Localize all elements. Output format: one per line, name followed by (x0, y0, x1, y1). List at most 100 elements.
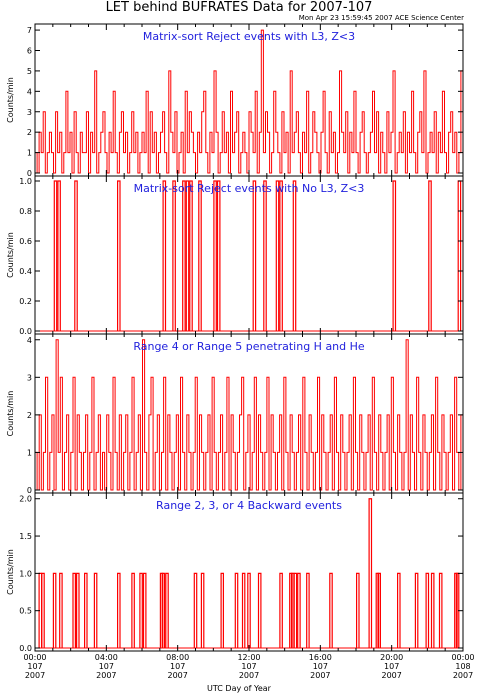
y-tick-label: 3 (27, 373, 32, 382)
y-tick-label: 1 (27, 448, 32, 457)
y-tick-label: 0.6 (19, 237, 32, 246)
x-tick-label: 107 (313, 662, 328, 671)
spike-mark (117, 180, 121, 331)
spike-mark (182, 180, 186, 331)
y-axis-label: Counts/min (6, 391, 15, 437)
spike-mark (185, 180, 190, 331)
spike-mark (131, 572, 135, 648)
spike-mark (356, 572, 360, 648)
spike-mark (397, 572, 401, 648)
spike-mark (252, 180, 257, 331)
spike-mark (213, 180, 217, 331)
y-tick-label: 0.5 (19, 607, 32, 616)
y-tick-label: 0.8 (19, 207, 32, 216)
x-tick-label: 2007 (381, 671, 401, 680)
spike-mark (198, 180, 202, 331)
y-tick-label: 0.4 (19, 267, 32, 276)
y-tick-label: 1.0 (19, 569, 32, 578)
spike-mark (263, 180, 267, 331)
spike-mark (292, 180, 297, 331)
spike-mark (93, 572, 98, 648)
x-tick-label: 00:00 (23, 653, 46, 662)
series-line (35, 29, 463, 174)
x-tick-label: 107 (27, 662, 42, 671)
spike-mark (193, 572, 198, 648)
x-tick-label: 00:00 (451, 653, 474, 662)
y-axis-label: Counts/min (6, 77, 15, 123)
x-tick-label: 107 (170, 662, 185, 671)
x-tick-label: 2007 (167, 671, 187, 680)
y-tick-label: 1.5 (19, 532, 32, 541)
x-tick-label: 107 (99, 662, 114, 671)
y-tick-label: 2.0 (19, 495, 32, 504)
spike-mark (84, 572, 88, 648)
spike-mark (220, 572, 224, 648)
x-tick-label: 108 (455, 662, 470, 671)
y-tick-label: 0.2 (19, 297, 32, 306)
panel-title: Matrix-sort Reject events with No L3, Z<… (134, 182, 365, 195)
x-tick-label: 107 (384, 662, 399, 671)
panel-title: Range 2, 3, or 4 Backward events (156, 499, 342, 512)
y-tick-label: 1.0 (19, 177, 32, 186)
spike-mark (257, 572, 262, 648)
y-tick-label: 2 (27, 411, 32, 420)
y-tick-label: 4 (27, 336, 32, 345)
page-title: LET behind BUFRATES Data for 2007-107 (105, 0, 373, 15)
x-tick-label: 20:00 (380, 653, 403, 662)
x-axis-label: UTC Day of Year (207, 684, 271, 693)
spike-mark (241, 572, 246, 648)
y-tick-label: 0.0 (19, 327, 32, 336)
spike-mark (200, 572, 205, 648)
spike-mark (438, 572, 443, 648)
y-tick-label: 1 (27, 149, 32, 158)
spike-mark (165, 572, 169, 648)
spike-mark (329, 572, 333, 648)
spike-mark (161, 572, 166, 648)
panel-frame (34, 175, 464, 335)
spike-mark (425, 572, 430, 648)
spike-mark (142, 572, 147, 648)
series-line (35, 339, 463, 491)
panel-title: Range 4 or Range 5 penetrating H and He (133, 340, 365, 353)
x-tick-label: 12:00 (237, 653, 260, 662)
spike-mark (297, 572, 301, 648)
spike-mark (162, 180, 167, 331)
y-tick-label: 4 (27, 87, 32, 96)
spike-mark (139, 572, 143, 648)
spike-mark (41, 572, 45, 648)
y-tick-label: 3 (27, 108, 32, 117)
x-tick-label: 2007 (310, 671, 330, 680)
spike-mark (247, 572, 251, 648)
x-tick-label: 107 (241, 662, 256, 671)
spike-mark (53, 180, 58, 331)
spike-mark (368, 498, 373, 648)
spike-mark (189, 180, 193, 331)
spike-mark (74, 180, 78, 331)
spike-mark (306, 572, 310, 648)
spike-mark (279, 180, 283, 331)
spike-mark (172, 180, 176, 331)
x-tick-label: 16:00 (309, 653, 332, 662)
spike-mark (52, 572, 57, 648)
y-axis-label: Counts/min (6, 549, 15, 595)
spike-mark (59, 572, 63, 648)
spike-mark (392, 180, 397, 331)
y-tick-label: 0.0 (19, 644, 32, 653)
spike-mark (293, 572, 298, 648)
y-tick-label: 0 (27, 169, 32, 178)
spike-mark (72, 572, 76, 648)
x-tick-label: 2007 (96, 671, 116, 680)
spike-mark (377, 572, 381, 648)
y-tick-label: 6 (27, 47, 32, 56)
y-tick-label: 5 (27, 67, 32, 76)
y-axis-label: Counts/min (6, 232, 15, 278)
spike-mark (117, 572, 121, 648)
panel-frame (34, 492, 464, 652)
x-tick-label: 04:00 (95, 653, 118, 662)
spike-mark (234, 572, 239, 648)
spike-mark (76, 572, 80, 648)
timestamp: Mon Apr 23 15:59:45 2007 ACE Science Cen… (298, 14, 464, 22)
panel-frame (34, 333, 464, 494)
spike-mark (216, 180, 221, 331)
